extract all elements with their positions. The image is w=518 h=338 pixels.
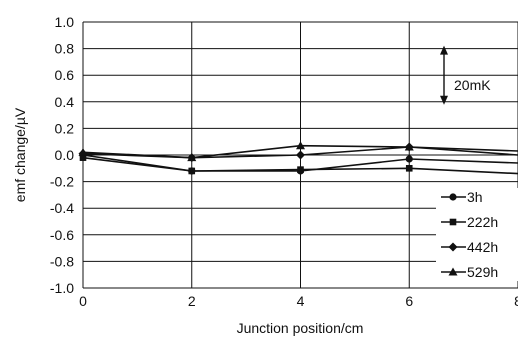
y-tick-label: 0.6 [55,67,75,83]
data-point-diamond [296,150,305,160]
legend-label: 442h [467,239,498,255]
y-tick-labels: 1.0 0.8 0.6 0.4 0.2 0.0 -0.2 -0.4 -0.6 -0.8 -1.0 [50,14,74,296]
data-point-square [188,167,196,175]
legend-label: 529h [467,264,498,280]
data-point-diamond [448,242,458,252]
x-tick-labels: 0 2 4 6 8 [79,293,518,309]
annotation-label: 20mK [454,77,491,93]
legend: 3h 222h 442h 529h [436,188,518,281]
y-tick-label: 0.8 [55,41,75,57]
annotation-arrowhead-top [440,45,448,55]
y-tick-label: 0.0 [55,147,75,163]
data-point-triangle [296,141,305,150]
data-point-square [297,166,304,173]
data-point-square [405,165,413,172]
x-axis-label: Junction position/cm [237,320,364,336]
data-point-circle [405,155,413,163]
data-point-triangle [448,267,458,276]
legend-label: 222h [467,214,498,230]
series-529h [78,141,518,162]
y-tick-label: -0.8 [50,253,74,269]
y-axis-label: emf change/µV [12,107,28,202]
annotation: 20mK [440,45,491,105]
data-point-triangle [404,142,414,151]
annotation-arrowhead-bottom [440,95,448,105]
x-tick-label: 8 [514,293,518,309]
y-tick-label: 1.0 [55,14,75,30]
data-point-square [449,218,457,226]
y-tick-label: 0.4 [55,94,75,110]
y-tick-label: 0.2 [55,120,75,136]
x-tick-label: 2 [188,293,196,309]
series-group [78,141,518,175]
legend-background [436,188,518,281]
x-tick-label: 6 [405,293,413,309]
x-tick-label: 0 [79,293,87,309]
y-tick-label: -0.4 [50,200,74,216]
x-tick-label: 4 [297,293,305,309]
y-tick-label: -0.6 [50,227,74,243]
y-tick-label: -0.2 [50,174,74,190]
y-tick-label: -1.0 [50,280,74,296]
legend-label: 3h [467,189,483,205]
data-point-triangle [187,153,197,162]
data-point-triangle [78,147,88,156]
data-point-circle [449,193,457,201]
